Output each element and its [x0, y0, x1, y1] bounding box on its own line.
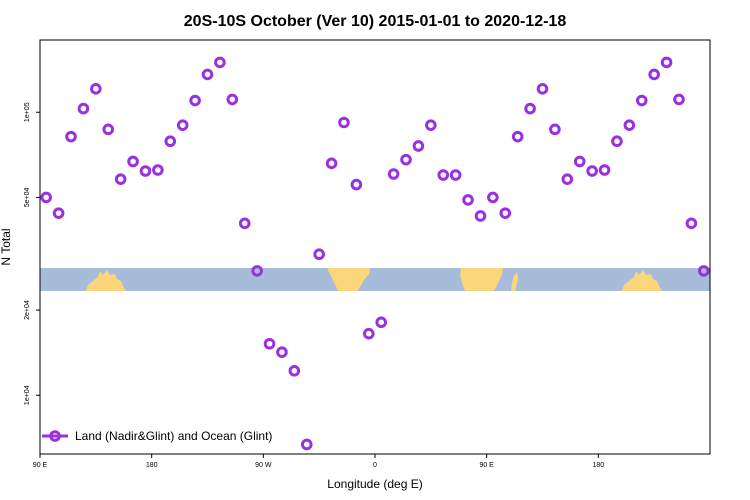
x-axis-ticks: 90 E 180 90 W 0 90 E 180	[33, 454, 604, 469]
data-point	[437, 169, 450, 181]
data-point	[586, 165, 598, 177]
data-point	[251, 265, 263, 277]
data-points	[40, 56, 710, 451]
y-axis-ticks: 1e+04 2e+04 5e+04 1e+05	[24, 102, 40, 405]
data-point	[65, 130, 77, 143]
data-point	[536, 83, 549, 95]
x-tick-label: 180	[592, 462, 604, 469]
data-point	[350, 178, 363, 191]
chart-title: 20S-10S October (Ver 10) 2015-01-01 to 2…	[184, 13, 567, 30]
data-point	[263, 337, 276, 350]
data-point	[313, 248, 325, 261]
data-point	[40, 191, 53, 204]
x-tick-label: 180	[146, 462, 158, 469]
data-point	[214, 56, 226, 69]
data-point	[276, 346, 288, 358]
data-point	[635, 94, 648, 107]
data-point	[176, 119, 189, 131]
data-point	[164, 135, 177, 148]
ocean-band	[40, 268, 710, 291]
data-point	[102, 123, 115, 136]
x-axis-label: Longitude (deg E)	[327, 477, 422, 491]
data-point	[648, 68, 660, 81]
land-africa	[460, 268, 503, 291]
data-point	[598, 164, 611, 176]
data-point	[139, 165, 152, 177]
data-point	[152, 164, 164, 176]
x-tick-label: 0	[373, 462, 377, 469]
data-point	[549, 123, 561, 136]
y-tick-label: 2e+04	[24, 300, 31, 320]
data-point	[114, 173, 127, 185]
land-south-america	[327, 268, 370, 291]
data-point	[462, 194, 474, 206]
land-madagascar	[511, 272, 518, 291]
data-point	[238, 217, 251, 230]
data-point	[325, 157, 338, 170]
data-point	[487, 191, 499, 204]
data-point	[660, 56, 673, 69]
data-point	[226, 93, 239, 106]
data-point	[685, 217, 698, 230]
data-point	[474, 210, 487, 222]
data-point	[449, 169, 462, 181]
land-australia-left	[86, 270, 126, 291]
y-tick-label: 1e+05	[24, 102, 31, 122]
data-point	[375, 316, 388, 329]
data-point	[189, 94, 201, 107]
data-point	[77, 102, 90, 115]
data-point	[201, 68, 214, 81]
data-point	[52, 207, 65, 219]
data-point	[697, 265, 710, 277]
x-tick-label: 90 E	[33, 462, 48, 469]
data-point	[362, 327, 375, 340]
data-point	[90, 83, 102, 95]
data-point	[524, 102, 536, 115]
data-point	[300, 438, 313, 451]
x-tick-label: 90 E	[479, 462, 494, 469]
data-point	[623, 119, 636, 131]
data-point	[338, 116, 350, 129]
data-point	[400, 153, 412, 166]
x-tick-label: 90 W	[255, 462, 272, 469]
world-map-strip	[40, 268, 710, 291]
y-axis-label: N Total	[0, 228, 13, 265]
data-point	[611, 135, 623, 148]
data-point	[499, 207, 512, 219]
data-point	[511, 130, 524, 143]
data-point	[561, 173, 574, 185]
data-point	[387, 168, 400, 180]
data-point	[573, 155, 586, 168]
land-australia-right	[622, 270, 662, 291]
y-tick-label: 5e+04	[24, 188, 31, 208]
data-point	[127, 155, 139, 168]
legend-marker	[49, 430, 61, 442]
legend-label: Land (Nadir&Glint) and Ocean (Glint)	[75, 429, 272, 443]
data-point	[288, 365, 301, 377]
data-point	[673, 93, 685, 106]
legend: Land (Nadir&Glint) and Ocean (Glint)	[42, 429, 272, 443]
data-point	[412, 140, 425, 152]
y-tick-label: 1e+04	[24, 385, 31, 405]
data-point	[425, 119, 437, 131]
